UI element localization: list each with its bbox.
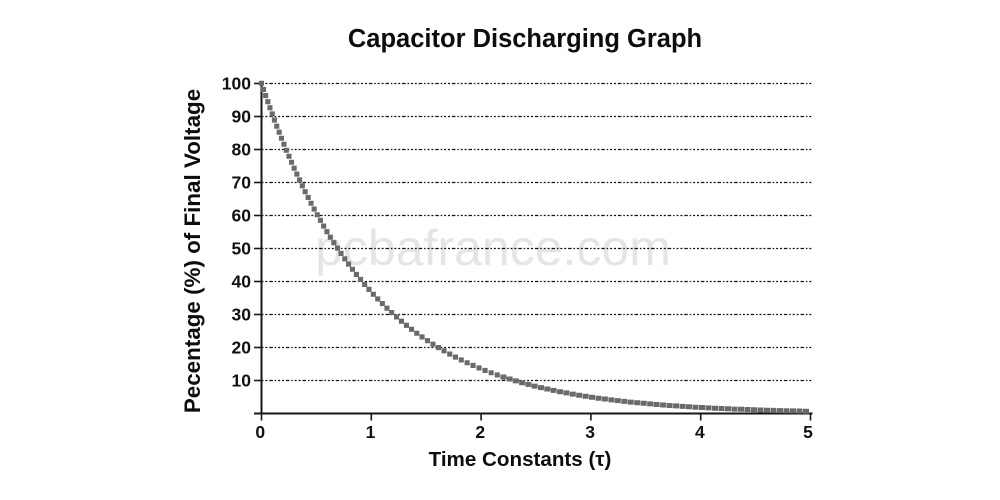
svg-text:80: 80 [232,140,252,160]
svg-text:100: 100 [222,74,251,94]
svg-text:0: 0 [255,422,265,442]
svg-text:10: 10 [232,371,252,391]
svg-text:5: 5 [803,422,813,442]
svg-text:4: 4 [695,422,705,442]
svg-text:50: 50 [232,239,252,259]
svg-text:Time Constants (τ): Time Constants (τ) [429,448,612,471]
svg-text:1: 1 [366,422,376,442]
svg-text:3: 3 [585,422,595,442]
svg-text:70: 70 [232,173,252,193]
svg-text:30: 30 [232,305,252,325]
svg-text:pcbafrance.com: pcbafrance.com [315,220,671,276]
svg-text:Capacitor Discharging Graph: Capacitor Discharging Graph [348,25,702,53]
svg-text:Pecentage (%) of Final Voltage: Pecentage (%) of Final Voltage [180,89,205,413]
svg-text:90: 90 [232,107,252,127]
svg-text:40: 40 [232,272,252,292]
svg-text:20: 20 [232,338,252,358]
svg-text:2: 2 [475,422,485,442]
svg-text:60: 60 [232,206,252,226]
